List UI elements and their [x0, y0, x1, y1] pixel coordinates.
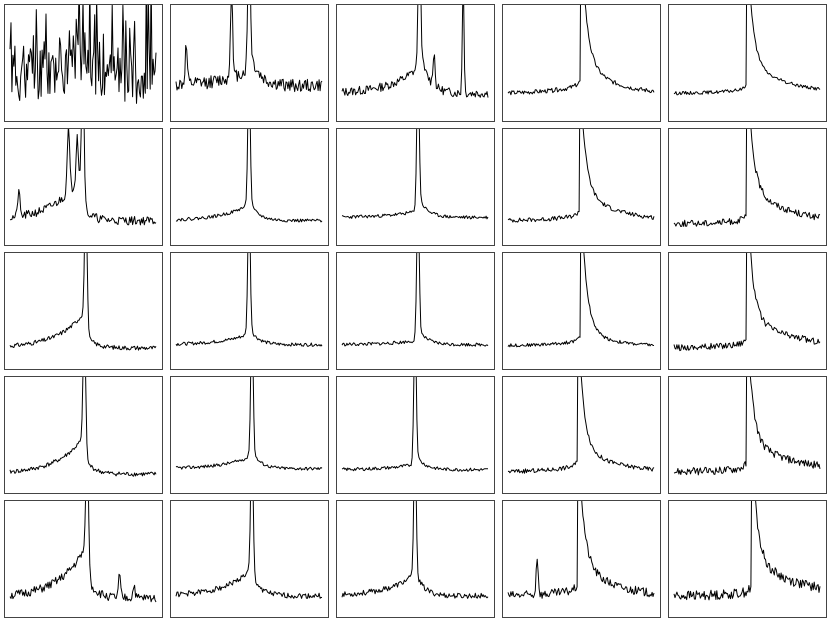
series-line-r4-c4: [673, 501, 821, 601]
series-line-r4-c1: [175, 501, 323, 599]
series-line-r0-c0: [9, 5, 157, 104]
series-line-r0-c4: [673, 5, 821, 96]
panel-frame-r4-c4: [668, 500, 827, 618]
series-line-r3-c2: [341, 377, 488, 472]
series-line-r1-c0: [9, 129, 157, 226]
series-line-r3-c1: [175, 377, 323, 471]
series-line-r2-c1: [175, 253, 323, 347]
panel-frame-r2-c1: [170, 252, 329, 370]
panel-frame-r1-c3: [502, 128, 661, 246]
panel-frame-r1-c1: [170, 128, 329, 246]
series-line-r2-c0: [9, 253, 157, 351]
series-line-r0-c2: [341, 5, 489, 98]
panel-frame-r3-c1: [170, 376, 329, 494]
panel-frame-r3-c4: [668, 376, 827, 494]
panel-frame-r0-c0: [4, 4, 163, 122]
series-line-r3-c0: [9, 377, 157, 477]
panel-frame-r2-c4: [668, 252, 827, 370]
panel-frame-r4-c2: [336, 500, 495, 618]
panel-frame-r2-c2: [336, 252, 495, 370]
series-line-r2-c2: [341, 253, 489, 347]
series-line-r4-c2: [341, 501, 489, 599]
series-line-r2-c4: [673, 253, 821, 352]
series-line-r3-c3: [507, 377, 655, 474]
panel-frame-r2-c3: [502, 252, 661, 370]
panel-frame-r2-c0: [4, 252, 163, 370]
panel-frame-r3-c3: [502, 376, 661, 494]
series-line-r2-c3: [507, 253, 655, 348]
panel-frame-r1-c4: [668, 128, 827, 246]
panel-frame-r0-c2: [336, 4, 495, 122]
panel-frame-r4-c1: [170, 500, 329, 618]
panel-frame-r0-c3: [502, 4, 661, 122]
series-line-r1-c1: [175, 129, 323, 223]
series-line-r1-c3: [507, 129, 655, 223]
panel-frame-r3-c0: [4, 376, 163, 494]
series-line-r1-c4: [673, 129, 821, 227]
panel-frame-r0-c4: [668, 4, 827, 122]
series-line-r0-c3: [507, 5, 655, 96]
series-line-r4-c0: [9, 501, 157, 603]
panel-frame-r4-c3: [502, 500, 661, 618]
panel-frame-r3-c2: [336, 376, 495, 494]
series-line-r0-c1: [175, 5, 323, 93]
series-line-r1-c2: [341, 129, 489, 220]
series-line-r4-c3: [507, 501, 655, 599]
panel-frame-r1-c2: [336, 128, 495, 246]
series-line-r3-c4: [673, 377, 821, 476]
panel-frame-r1-c0: [4, 128, 163, 246]
panel-frame-r0-c1: [170, 4, 329, 122]
panel-frame-r4-c0: [4, 500, 163, 618]
